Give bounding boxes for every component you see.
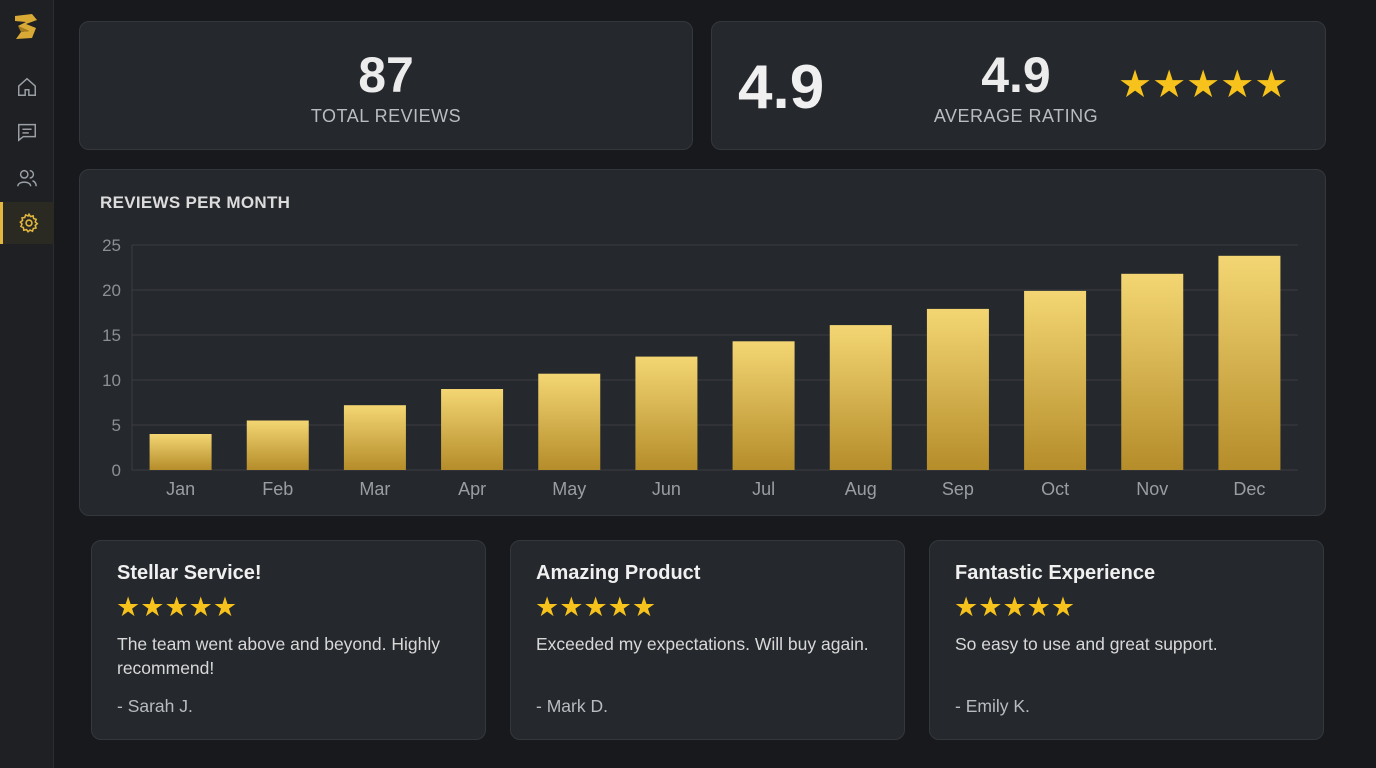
x-tick-label: Feb	[262, 479, 293, 499]
bar-jul[interactable]	[732, 341, 795, 470]
y-tick-label: 25	[102, 236, 121, 255]
users-icon	[17, 169, 37, 187]
sidebar	[0, 0, 54, 768]
average-rating-label: AVERAGE RATING	[933, 106, 1099, 126]
x-tick-label: Dec	[1233, 479, 1265, 499]
review-card-3: Fantastic Experience ★ ★ ★ ★ ★ So easy to us…	[929, 540, 1324, 740]
gear-icon	[18, 212, 38, 233]
bar-mar[interactable]	[343, 405, 406, 470]
x-tick-label: Oct	[1041, 479, 1069, 499]
star-icon: ★	[607, 592, 632, 622]
x-tick-label: Aug	[845, 479, 877, 499]
x-tick-label: May	[552, 479, 586, 499]
review-body: Exceeded my expectations. Will buy again…	[536, 634, 869, 654]
sidebar-item-messages[interactable]	[0, 111, 54, 153]
x-tick-label: Jan	[166, 479, 195, 499]
x-tick-label: Sep	[942, 479, 974, 499]
bar-apr[interactable]	[441, 389, 504, 470]
star-icon: ★	[631, 592, 657, 622]
review-title: Amazing Product	[536, 562, 701, 584]
logo-icon[interactable]	[12, 12, 40, 42]
star-icon: ★	[1002, 592, 1027, 622]
bar-nov[interactable]	[1121, 273, 1184, 470]
bar-oct[interactable]	[1024, 290, 1087, 470]
x-tick-label: Jun	[652, 479, 681, 499]
review-body: The team went above and beyond. Highly r…	[117, 634, 440, 678]
bar-feb[interactable]	[246, 420, 309, 471]
chat-icon	[18, 123, 36, 142]
review-card-2: Amazing Product ★ ★ ★ ★ ★ Exceeded my expect…	[510, 540, 905, 740]
review-card-1: Stellar Service! ★ ★ ★ ★ ★ The team went abo…	[91, 540, 486, 740]
reviews-chart-card: REVIEWS PER MONTH 0 5 10 15 20 25 Jan Feb Mar Apr…	[79, 169, 1326, 516]
star-icon: ★	[1152, 64, 1187, 106]
average-rating-summary: 4.9 AVERAGE RATING	[926, 46, 1106, 127]
review-stars: ★ ★ ★ ★ ★	[535, 594, 656, 621]
y-tick-label: 10	[102, 371, 121, 390]
star-icon: ★	[1050, 592, 1076, 622]
star-icon: ★	[188, 592, 213, 622]
total-reviews-card: 87 TOTAL REVIEWS	[79, 21, 693, 150]
x-tick-label: Apr	[458, 479, 486, 499]
review-author: - Emily K.	[955, 696, 1030, 716]
star-icon: ★	[535, 592, 560, 622]
star-icon: ★	[1026, 592, 1051, 622]
star-icon: ★	[559, 592, 584, 622]
x-tick-label: Nov	[1136, 479, 1168, 499]
review-title: Stellar Service!	[117, 562, 262, 584]
bar-dec[interactable]	[1218, 255, 1281, 470]
reviews-per-month-chart: 0 5 10 15 20 25 Jan Feb Mar Apr May Jun Jul Aug Sep Oct…	[102, 236, 1298, 499]
star-icon: ★	[212, 592, 238, 622]
star-icon: ★	[164, 592, 189, 622]
bar-jun[interactable]	[635, 356, 698, 470]
review-stars: ★ ★ ★ ★ ★	[954, 594, 1075, 621]
x-tick-label: Mar	[359, 479, 390, 499]
y-tick-label: 20	[102, 281, 121, 300]
bar-may[interactable]	[538, 373, 601, 470]
star-icon: ★	[1186, 64, 1221, 106]
star-icon: ★	[1254, 64, 1289, 106]
bar-jan[interactable]	[149, 434, 212, 470]
star-icon: ★	[954, 592, 979, 622]
bar-sep[interactable]	[926, 308, 989, 470]
review-author: - Sarah J.	[117, 696, 193, 716]
sidebar-item-home[interactable]	[0, 66, 54, 108]
star-icon: ★	[1118, 64, 1153, 106]
star-icon: ★	[140, 592, 165, 622]
star-icon: ★	[583, 592, 608, 622]
review-title: Fantastic Experience	[955, 562, 1156, 584]
chart-title: REVIEWS PER MONTH	[100, 193, 291, 212]
average-rating-big-value: 4.9	[738, 53, 825, 122]
star-icon: ★	[116, 592, 141, 622]
average-rating-stars: ★ ★ ★ ★ ★	[1118, 66, 1288, 104]
sidebar-item-settings[interactable]	[0, 202, 54, 244]
star-icon: ★	[1220, 64, 1255, 106]
average-rating-card: 4.9 4.9 AVERAGE RATING ★ ★ ★ ★ ★	[711, 21, 1326, 150]
y-tick-label: 15	[102, 326, 121, 345]
total-reviews-value: 87	[358, 47, 414, 103]
review-stars: ★ ★ ★ ★ ★	[116, 594, 237, 621]
review-body: So easy to use and great support.	[955, 634, 1218, 654]
home-icon	[18, 77, 36, 96]
x-tick-label: Jul	[752, 479, 775, 499]
sidebar-item-users[interactable]	[0, 157, 54, 199]
y-tick-label: 0	[112, 461, 121, 480]
average-rating-value: 4.9	[981, 47, 1051, 103]
total-reviews-label: TOTAL REVIEWS	[310, 106, 462, 126]
star-icon: ★	[978, 592, 1003, 622]
review-author: - Mark D.	[536, 696, 608, 716]
bar-aug[interactable]	[829, 325, 892, 470]
y-tick-label: 5	[112, 416, 121, 435]
